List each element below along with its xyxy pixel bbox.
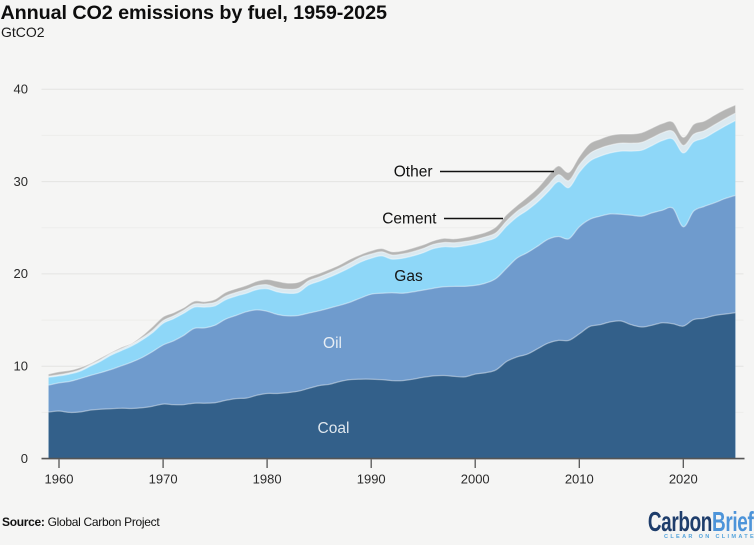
- svg-text:2000: 2000: [461, 472, 490, 487]
- svg-text:Gas: Gas: [394, 268, 423, 285]
- svg-text:Oil: Oil: [323, 335, 342, 352]
- svg-text:2020: 2020: [669, 472, 698, 487]
- svg-text:10: 10: [14, 359, 28, 374]
- svg-text:1980: 1980: [253, 472, 282, 487]
- svg-text:2010: 2010: [565, 472, 594, 487]
- svg-text:1960: 1960: [45, 472, 74, 487]
- svg-text:30: 30: [14, 174, 28, 189]
- svg-text:Cement: Cement: [382, 211, 437, 228]
- svg-text:Other: Other: [394, 164, 433, 181]
- svg-text:40: 40: [14, 82, 28, 97]
- svg-text:1970: 1970: [149, 472, 178, 487]
- svg-text:Coal: Coal: [318, 420, 350, 437]
- svg-text:1990: 1990: [357, 472, 386, 487]
- svg-text:0: 0: [21, 451, 28, 466]
- svg-text:20: 20: [14, 266, 28, 281]
